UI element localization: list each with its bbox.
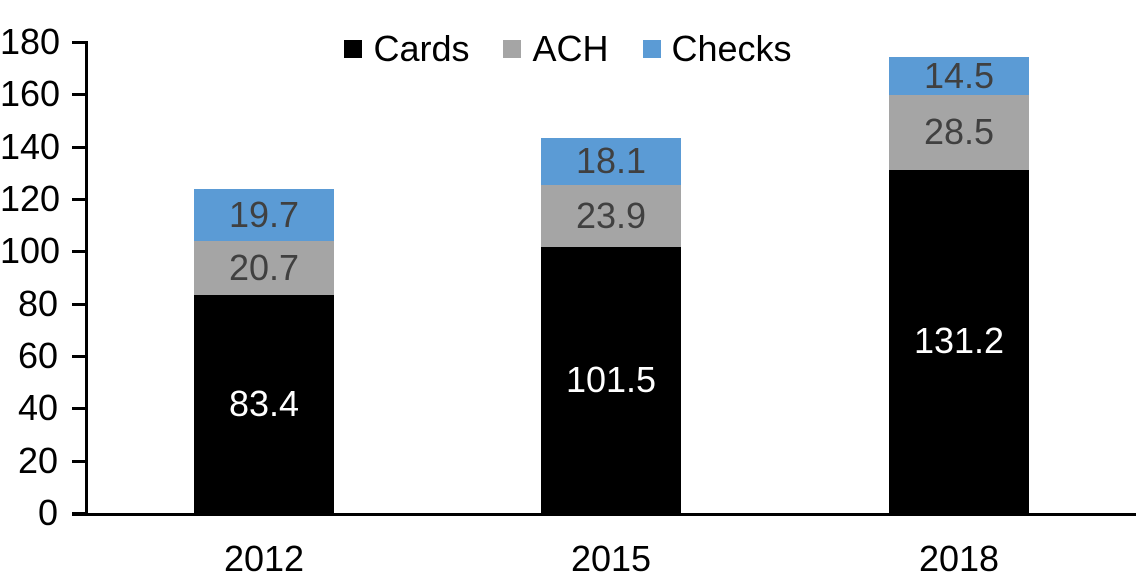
y-tick — [72, 250, 88, 254]
legend-item-checks: Checks — [642, 28, 792, 70]
x-category-label-2012: 2012 — [223, 538, 305, 579]
x-category-label-2018: 2018 — [918, 538, 1000, 579]
segment-value-label-checks-2012: 19.7 — [228, 193, 300, 235]
legend-swatch-ach-icon — [503, 40, 522, 58]
segment-value-label-ach-2015: 23.9 — [575, 195, 647, 237]
y-tick — [72, 93, 88, 97]
bar-segment-cards-2015 — [541, 247, 681, 513]
y-tick-label: 40 — [17, 387, 58, 429]
y-tick-label: 100 — [0, 230, 61, 272]
y-tick — [72, 407, 88, 411]
y-tick-label: 60 — [17, 335, 58, 376]
legend-label-ach: ACH — [532, 28, 609, 69]
segment-value-label-ach-2012: 20.7 — [228, 246, 300, 288]
y-tick — [72, 302, 88, 306]
legend-label-checks: Checks — [671, 28, 792, 69]
y-tick — [72, 355, 88, 358]
segment-value-label-ach-2018: 28.5 — [923, 111, 995, 153]
legend-item-cards: Cards — [344, 28, 469, 70]
bar-segment-ach-2018 — [889, 95, 1029, 170]
y-tick — [72, 145, 88, 149]
legend-swatch-cards-icon — [344, 40, 363, 58]
y-tick-label: 140 — [0, 125, 61, 167]
legend-swatch-checks-icon — [642, 40, 661, 58]
y-tick — [72, 41, 88, 44]
bar-segment-ach-2012 — [194, 240, 334, 295]
y-tick — [72, 512, 88, 515]
y-tick — [72, 198, 88, 201]
bar-segment-checks-2012 — [194, 189, 334, 241]
y-tick-label: 120 — [0, 178, 61, 219]
segment-value-label-checks-2018: 14.5 — [923, 55, 995, 97]
bar-segment-ach-2015 — [541, 184, 681, 248]
segment-value-label-cards-2015: 101.5 — [565, 359, 657, 401]
x-axis-line — [72, 513, 1136, 516]
y-tick-label: 0 — [37, 492, 58, 533]
bar-segment-checks-2018 — [889, 57, 1029, 96]
y-tick-label: 160 — [0, 73, 61, 115]
segment-value-label-checks-2015: 18.1 — [575, 140, 647, 182]
bar-segment-checks-2015 — [541, 137, 681, 185]
legend-item-ach: ACH — [503, 28, 609, 70]
y-axis-line — [85, 42, 88, 516]
legend-label-cards: Cards — [373, 28, 470, 69]
x-category-label-2015: 2015 — [570, 538, 652, 579]
y-tick-label: 20 — [17, 439, 58, 481]
y-tick-label: 180 — [0, 21, 61, 62]
legend: Cards ACH Checks — [0, 28, 1136, 70]
y-tick — [72, 459, 88, 463]
segment-value-label-cards-2018: 131.2 — [913, 320, 1005, 362]
y-tick-label: 80 — [17, 282, 58, 324]
bar-segment-cards-2018 — [889, 169, 1029, 513]
segment-value-label-cards-2012: 83.4 — [228, 382, 300, 424]
bar-segment-cards-2012 — [194, 294, 334, 513]
